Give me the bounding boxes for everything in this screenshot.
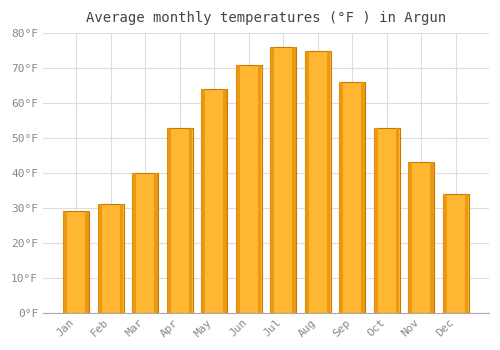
Bar — [188, 127, 192, 313]
Bar — [292, 47, 296, 313]
Bar — [98, 204, 124, 313]
Bar — [132, 173, 136, 313]
Bar — [305, 51, 309, 313]
Bar — [64, 211, 68, 313]
Bar — [154, 173, 158, 313]
Bar — [63, 211, 89, 313]
Bar — [236, 65, 262, 313]
Bar — [166, 127, 192, 313]
Bar — [430, 162, 434, 313]
Bar — [270, 47, 274, 313]
Bar — [98, 204, 102, 313]
Bar — [443, 194, 447, 313]
Bar — [340, 82, 344, 313]
Bar — [202, 89, 205, 313]
Bar — [339, 82, 365, 313]
Bar — [396, 127, 400, 313]
Bar — [270, 47, 296, 313]
Bar — [442, 194, 468, 313]
Bar — [464, 194, 468, 313]
Bar — [120, 204, 124, 313]
Bar — [236, 65, 240, 313]
Bar — [304, 51, 330, 313]
Bar — [374, 127, 400, 313]
Bar — [85, 211, 89, 313]
Bar — [201, 89, 227, 313]
Bar — [223, 89, 227, 313]
Bar — [326, 51, 330, 313]
Bar — [132, 173, 158, 313]
Bar — [258, 65, 262, 313]
Bar — [374, 127, 378, 313]
Bar — [408, 162, 412, 313]
Bar — [167, 127, 171, 313]
Bar — [408, 162, 434, 313]
Title: Average monthly temperatures (°F ) in Argun: Average monthly temperatures (°F ) in Ar… — [86, 11, 446, 25]
Bar — [361, 82, 365, 313]
